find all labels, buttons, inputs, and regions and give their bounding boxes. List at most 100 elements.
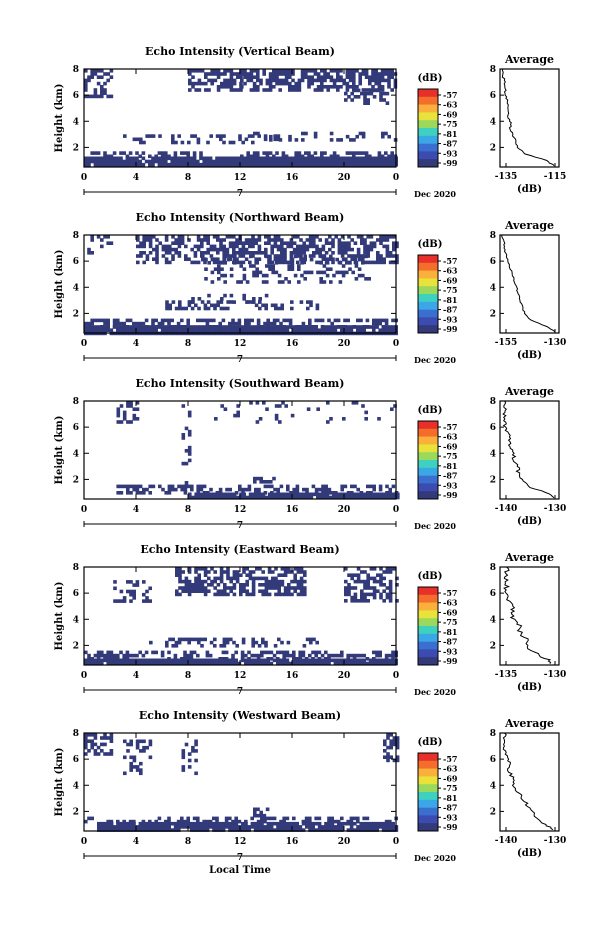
echo-cell [191,85,195,89]
echo-cell [213,72,218,76]
echo-cell [97,828,101,832]
echo-cell [126,580,130,584]
echo-cell [372,576,377,581]
echo-cell [284,81,289,86]
echo-cell [119,821,123,826]
echo-cell [305,238,310,242]
echo-cell [221,650,226,655]
echo-cell [321,825,325,829]
echo-cell [164,828,168,832]
echo-cell [365,657,370,661]
echo-cell [265,151,270,155]
echo-cell [112,318,117,323]
echo-cell [180,238,185,242]
echo-cell [187,640,191,645]
echo-cell [264,589,269,593]
echo-cell [360,592,364,597]
echo-cell [209,825,213,829]
echo-cell [209,254,214,258]
echo-cell [181,404,186,408]
echo-cell [221,325,226,329]
echo-cell [164,247,169,252]
echo-cell [381,156,386,161]
echo-cell [173,661,178,666]
echo-cell [205,821,210,826]
echo-cell [308,318,312,323]
echo-cell [325,267,330,271]
echo-cell [388,159,392,164]
echo-cell [84,745,88,750]
echo-cell [286,484,290,489]
echo-cell [135,137,140,142]
echo-cell [298,325,302,329]
echo-cell [314,318,318,323]
echo-cell [274,404,279,408]
echo-cell [350,491,354,495]
echo-cell [330,491,335,495]
echo-cell [144,650,149,655]
echo-cell [212,247,217,252]
echo-cell [244,328,248,332]
echo-cell [210,81,214,86]
echo-cell [314,828,319,832]
echo-cell [191,589,195,593]
echo-cell [171,637,175,642]
echo-cell [216,85,221,89]
echo-cell [202,661,206,666]
echo-cell [296,495,301,500]
echo-cell [304,162,309,167]
colorbar-unit: (dB) [418,737,443,748]
echo-cell [320,151,324,155]
echo-cell [167,819,171,824]
colorbar-swatch [418,467,438,476]
echo-cell [229,267,234,271]
echo-cell [171,137,175,142]
echo-cell [125,828,130,832]
colorbar-tick-label: -87 [443,471,457,481]
echo-cell [200,495,205,500]
echo-cell [197,576,201,581]
echo-cell [244,318,248,323]
echo-cell [203,303,208,308]
echo-cell [338,280,343,284]
echo-cell [141,325,146,329]
echo-cell [208,819,213,824]
echo-cell [273,241,278,245]
echo-cell [376,579,380,584]
echo-cell [344,589,348,593]
echo-cell [242,277,247,281]
echo-cell [345,134,350,139]
echo-cell [352,81,356,86]
echo-cell [283,573,288,577]
echo-cell [228,244,233,249]
echo-cell [348,75,353,79]
echo-cell [308,328,312,332]
echo-cell [351,401,356,405]
echo-cell [204,495,208,500]
echo-cell [304,328,309,332]
echo-cell [289,491,293,495]
echo-cell [247,650,251,655]
echo-cell [308,238,313,242]
echo-cell [164,260,169,265]
echo-cell [376,589,380,593]
echo-cell [243,81,247,86]
echo-cell [249,401,253,405]
echo-cell [350,595,354,600]
echo-cell [283,570,288,574]
echo-cell [304,156,309,161]
echo-cell [290,579,294,584]
echo-cell [295,325,299,329]
echo-cell [262,69,266,73]
echo-cell [262,480,267,484]
echo-cell [161,825,165,829]
echo-cell [125,657,130,661]
echo-cell [324,156,328,161]
echo-cell [216,495,221,500]
echo-cell [273,134,277,138]
echo-cell [229,637,233,642]
profile-y-tick-label: 8 [490,729,496,739]
echo-cell [135,401,140,405]
echo-cell [371,69,375,73]
